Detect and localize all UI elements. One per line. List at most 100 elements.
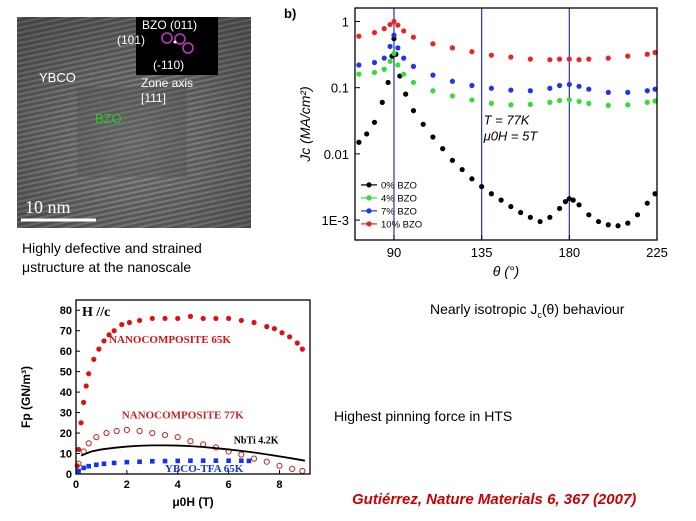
data-point — [149, 315, 155, 322]
data-point — [547, 57, 553, 63]
data-point — [488, 85, 494, 91]
data-point — [508, 203, 514, 210]
data-point — [76, 468, 81, 474]
annotation-temperature: T = 77K — [484, 112, 531, 127]
legend-label: 4% BZO — [381, 193, 417, 204]
data-point — [356, 33, 362, 39]
data-point — [479, 184, 485, 190]
x-tick-label: 0 — [73, 479, 79, 491]
data-point — [124, 459, 130, 465]
x-axis-label: μ0H (T) — [172, 495, 213, 509]
data-point — [547, 214, 553, 220]
y-tick-label: 50 — [60, 367, 72, 379]
data-point — [403, 91, 409, 97]
data-point — [103, 429, 110, 437]
label-plane-101: (101) — [117, 33, 146, 47]
series-2 — [80, 444, 306, 462]
y-tick-label: 20 — [60, 428, 72, 440]
data-point — [379, 99, 385, 105]
data-point — [586, 56, 592, 62]
data-point — [401, 71, 407, 77]
data-point — [93, 434, 100, 441]
data-point — [449, 78, 456, 84]
citation: Gutiérrez, Nature Materials 6, 367 (2007… — [352, 491, 637, 508]
data-point — [111, 460, 117, 466]
data-point — [644, 88, 650, 94]
tem-micrograph: BZO (011) (101) (-110) Zone axis [111] Y… — [17, 17, 251, 228]
data-point — [250, 455, 258, 462]
data-point — [356, 139, 362, 145]
data-point — [420, 121, 426, 127]
data-point — [111, 328, 117, 334]
data-point — [123, 426, 130, 434]
data-point — [605, 89, 611, 95]
data-point — [556, 205, 563, 212]
series-label: NANOCOMPOSITE 65K — [109, 334, 231, 346]
data-point — [136, 317, 143, 324]
data-point — [101, 461, 107, 467]
data-point — [246, 458, 252, 464]
x-tick-label: 4 — [175, 479, 182, 491]
data-point — [187, 313, 194, 319]
data-point — [430, 41, 436, 47]
data-point — [381, 55, 387, 61]
data-point — [625, 220, 631, 226]
data-point — [226, 315, 232, 322]
legend-marker — [366, 208, 372, 214]
data-point — [488, 191, 494, 197]
data-point — [576, 83, 582, 89]
annotation-field: μ0H = 5T — [483, 128, 539, 143]
x-tick-label: 225 — [646, 245, 668, 260]
x-axis-label: θ (°) — [493, 263, 519, 279]
data-point — [410, 34, 417, 40]
x-tick-label: 8 — [276, 479, 282, 491]
data-point — [238, 451, 245, 458]
y-tick-label: 10 — [60, 449, 72, 461]
data-point — [527, 88, 533, 94]
data-point — [81, 399, 87, 405]
data-point — [449, 45, 456, 51]
jc-caption-subscript: c — [537, 309, 542, 320]
data-point — [449, 157, 456, 163]
data-point — [562, 199, 569, 205]
data-point — [566, 56, 572, 62]
data-point — [381, 26, 387, 32]
data-point — [605, 222, 611, 228]
data-point — [200, 315, 206, 322]
data-point — [149, 429, 156, 437]
y-tick-label: 40 — [60, 387, 72, 399]
data-point — [387, 21, 393, 28]
data-point — [91, 356, 97, 362]
data-point — [187, 438, 194, 445]
diffraction-spot-circle — [182, 42, 194, 54]
label-zone-axis: Zone axis — [141, 76, 194, 90]
data-point — [251, 319, 257, 326]
data-point — [381, 66, 387, 72]
jc-caption-text: Nearly isotropic J — [430, 301, 538, 317]
data-point — [364, 131, 370, 137]
data-point — [264, 324, 270, 330]
series-label: NANOCOMPOSITE 77K — [122, 410, 244, 422]
data-point — [213, 458, 219, 463]
series-3 — [76, 458, 252, 474]
y-tick-label: 1E-3 — [322, 213, 349, 228]
legend-label: 0% BZO — [381, 180, 417, 191]
data-point — [410, 63, 417, 69]
data-point — [634, 212, 641, 218]
data-point — [595, 218, 602, 225]
label-plane-110: (-110) — [153, 58, 185, 72]
data-point — [625, 89, 631, 95]
data-point — [605, 102, 611, 109]
tem-caption-line1: Highly defective and strained — [22, 240, 202, 256]
series-line — [80, 444, 306, 462]
data-point — [410, 79, 417, 86]
series-1 — [75, 426, 306, 475]
data-point — [200, 458, 206, 463]
fp-caption: Highest pinning force in HTS — [334, 408, 513, 424]
diffraction-spot-circle — [174, 33, 186, 45]
data-point — [498, 197, 504, 203]
data-point — [161, 432, 169, 439]
y-tick-label: 0 — [66, 469, 72, 481]
data-point — [289, 465, 296, 472]
